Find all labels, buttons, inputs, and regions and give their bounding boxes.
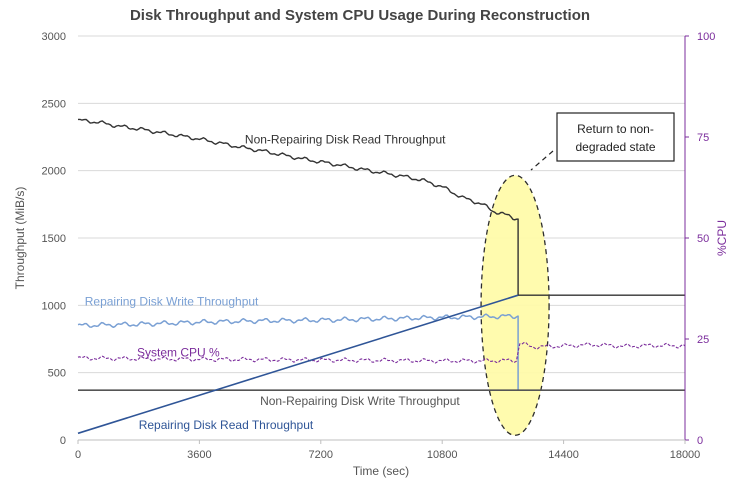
series-label-4: Repairing Disk Read Throughput — [139, 418, 314, 432]
y2-axis-title: %CPU — [715, 220, 729, 256]
y-tick-label: 2000 — [42, 166, 66, 178]
series-label-2: System CPU % — [137, 346, 220, 360]
y2-tick-label: 25 — [697, 334, 709, 346]
y-tick-label: 0 — [60, 435, 66, 447]
series-label-0: Non-Repairing Disk Read Throughput — [245, 133, 446, 147]
y2-tick-label: 100 — [697, 31, 715, 43]
callout-box — [556, 112, 675, 162]
label-layer: Non-Repairing Disk Read Throughput Repair… — [85, 112, 675, 432]
callout-text-line2: degraded state — [575, 140, 655, 154]
x-tick-label: 18000 — [670, 449, 701, 461]
x-tick-label: 14400 — [548, 449, 579, 461]
x-tick-label: 10800 — [427, 449, 458, 461]
series-layer — [77, 118, 686, 435]
x-tick-label: 7200 — [309, 449, 333, 461]
y2-tick-label: 50 — [697, 233, 709, 245]
series-label-1: Repairing Disk Write Throughput — [85, 294, 259, 308]
series-line-0 — [78, 118, 685, 296]
y-tick-label: 500 — [48, 368, 66, 380]
series-line-2 — [77, 341, 686, 364]
y2-tick-label: 0 — [697, 435, 703, 447]
y-axis-title: Throughput (MiB/s) — [13, 187, 27, 290]
x-axis-title: Time (sec) — [353, 464, 409, 478]
callout-text-line1: Return to non- — [577, 122, 654, 136]
y-tick-label: 2500 — [42, 98, 66, 110]
x-tick-label: 3600 — [187, 449, 211, 461]
y-tick-label: 1000 — [42, 300, 66, 312]
y2-tick-label: 75 — [697, 132, 709, 144]
y-tick-label: 3000 — [42, 31, 66, 43]
transition-highlight-ellipse — [480, 174, 550, 436]
highlight-layer — [480, 174, 550, 436]
grid-lines — [78, 35, 685, 374]
series-label-3: Non-Repairing Disk Write Throughput — [260, 394, 460, 408]
series-line-1 — [77, 313, 519, 391]
x-tick-label: 0 — [75, 449, 81, 461]
chart-title: Disk Throughput and System CPU Usage Dur… — [130, 7, 590, 24]
series-line-4 — [77, 294, 519, 435]
y-tick-label: 1500 — [42, 233, 66, 245]
callout-connector — [530, 150, 554, 171]
